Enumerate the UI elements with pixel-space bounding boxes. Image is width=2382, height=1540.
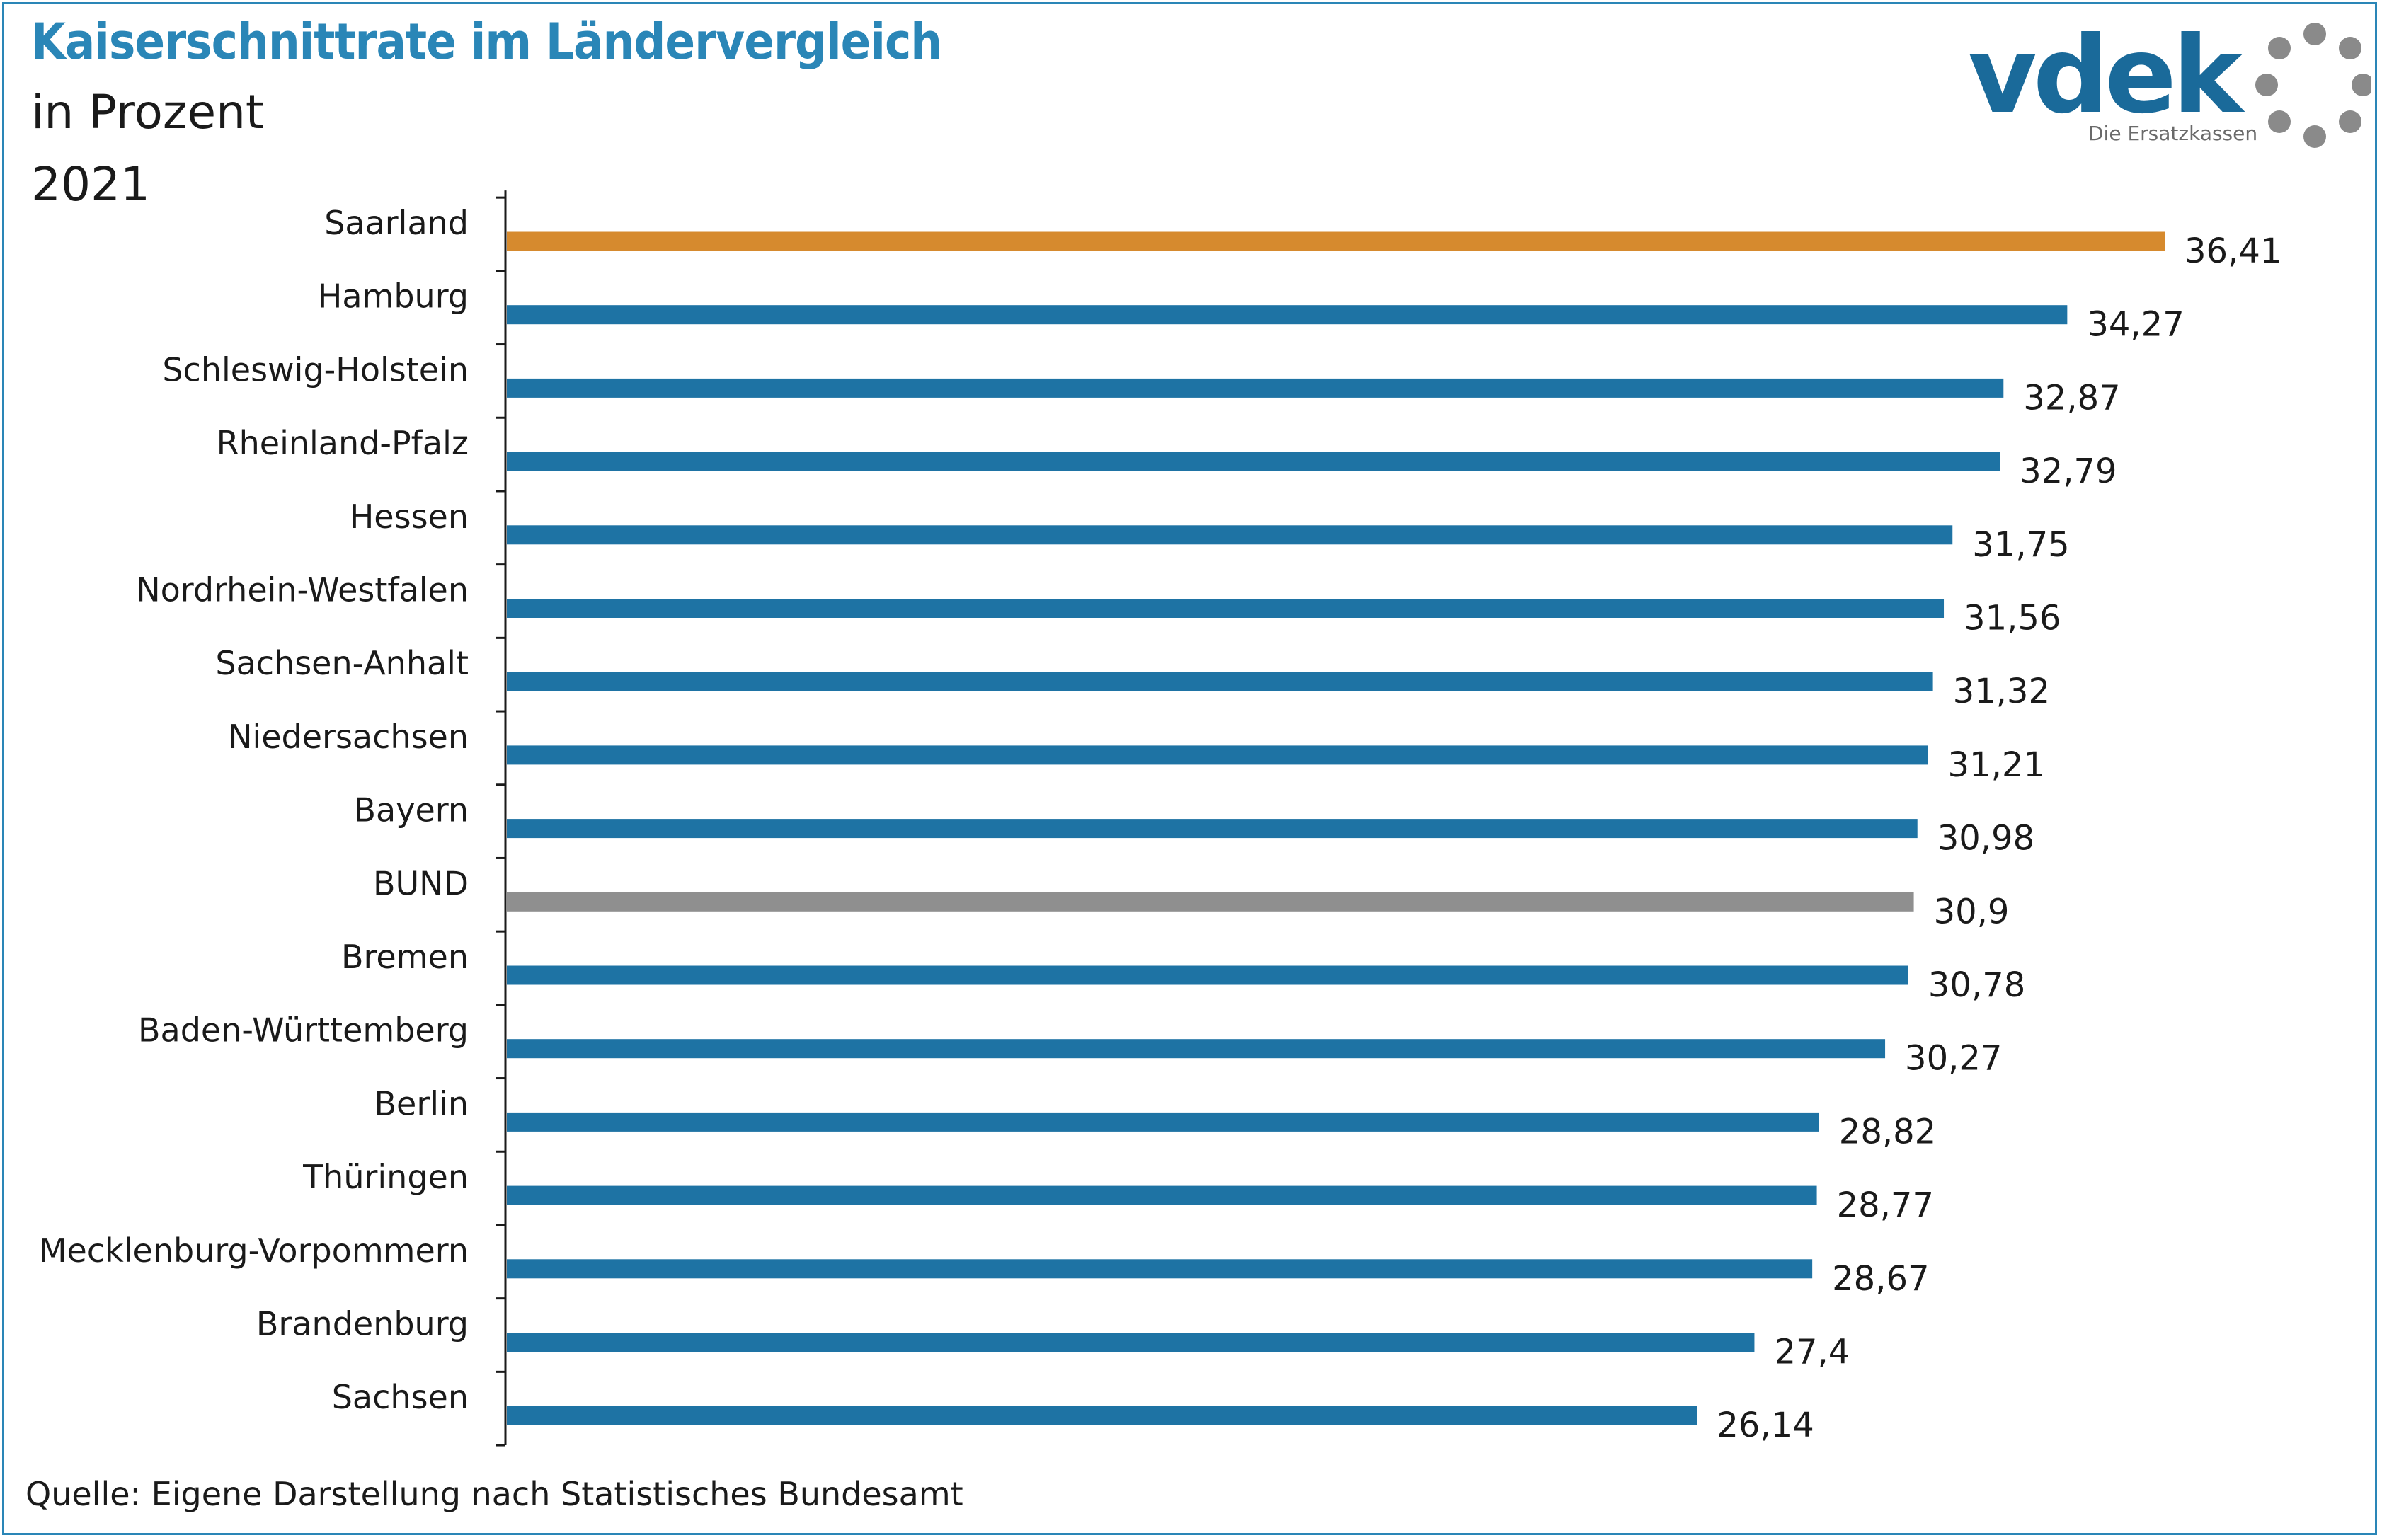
category-label: Niedersachsen — [228, 718, 469, 756]
data-label: 30,27 — [1905, 1039, 2002, 1079]
bar — [507, 231, 2165, 251]
data-label: 30,98 — [1937, 819, 2034, 858]
category-label: Rheinland-Pfalz — [217, 424, 469, 462]
logo-wordmark: vdek — [1968, 20, 2245, 137]
data-label: 30,78 — [1928, 965, 2025, 1005]
bar — [507, 599, 1945, 618]
category-label: Nordrhein-Westfalen — [136, 571, 469, 609]
bar — [507, 525, 1953, 545]
bar — [507, 819, 1918, 839]
category-label: Bremen — [341, 938, 469, 976]
y-axis-ticks — [496, 196, 505, 1447]
bar — [507, 745, 1928, 765]
bar — [507, 965, 1908, 985]
bar — [507, 1259, 1813, 1279]
chart-title: Kaiserschnittrate im Ländervergleich — [31, 13, 942, 71]
vdek-logo-graphic: vdek Die Ersatzkassen — [1968, 14, 2374, 148]
chart-subtitle: in Prozent — [31, 85, 264, 139]
category-label: Schleswig-Holstein — [162, 350, 469, 389]
category-label: Thüringen — [302, 1158, 469, 1196]
bar — [507, 1406, 1697, 1425]
data-label: 28,82 — [1839, 1112, 1936, 1151]
category-label: Sachsen-Anhalt — [215, 644, 469, 682]
category-label: Saarland — [324, 204, 469, 242]
category-label: BUND — [373, 864, 469, 902]
ring-of-dots-icon — [2255, 23, 2374, 148]
vdek-logo: vdek Die Ersatzkassen — [1968, 14, 2374, 154]
bar — [507, 1333, 1755, 1352]
bar — [507, 892, 1914, 912]
category-label: Bayern — [353, 791, 469, 829]
category-label: Berlin — [374, 1084, 469, 1122]
data-label: 32,79 — [2020, 452, 2117, 491]
data-label: 28,77 — [1837, 1185, 1934, 1225]
chart-year: 2021 — [31, 157, 150, 212]
category-label: Baden-Württemberg — [138, 1011, 469, 1050]
bar — [507, 1185, 1817, 1205]
category-label: Sachsen — [332, 1378, 469, 1416]
data-label: 30,9 — [1934, 892, 2010, 931]
data-label: 26,14 — [1717, 1406, 1814, 1445]
data-label: 36,41 — [2185, 231, 2281, 271]
bar — [507, 1112, 1819, 1132]
data-label: 31,32 — [1953, 672, 2050, 711]
category-label: Hessen — [350, 498, 469, 536]
bar — [507, 672, 1933, 691]
logo-tagline: Die Ersatzkassen — [2088, 122, 2257, 145]
bar — [507, 1039, 1886, 1059]
category-label: Mecklenburg-Vorpommern — [39, 1231, 469, 1270]
data-label: 34,27 — [2087, 305, 2184, 345]
data-label: 31,75 — [1972, 525, 2069, 565]
category-label: Brandenburg — [256, 1305, 469, 1343]
bar — [507, 378, 2004, 398]
category-label: Hamburg — [318, 277, 469, 316]
data-label: 32,87 — [2023, 378, 2120, 418]
bar — [507, 305, 2068, 325]
data-label: 28,67 — [1832, 1259, 1929, 1299]
bars-layer: Saarland 36,41 Hamburg 34,27 Schleswig-Holst… — [39, 204, 2282, 1445]
data-label: 27,4 — [1774, 1333, 1850, 1372]
data-label: 31,56 — [1964, 599, 2061, 638]
bar — [507, 452, 2000, 471]
source-note: Quelle: Eigene Darstellung nach Statisti… — [25, 1475, 963, 1513]
data-label: 31,21 — [1948, 745, 2045, 785]
